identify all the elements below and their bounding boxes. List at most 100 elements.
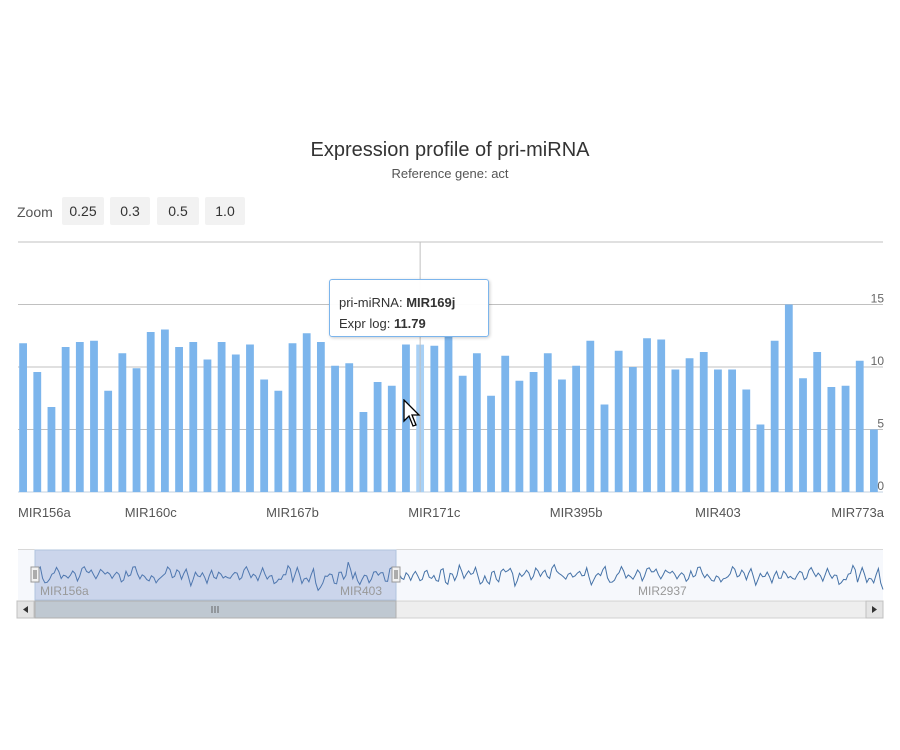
bar[interactable] (841, 385, 850, 492)
bar[interactable] (799, 378, 807, 492)
x-tick-label: MIR395b (550, 505, 603, 520)
bar[interactable] (75, 342, 84, 492)
bar[interactable] (260, 379, 269, 493)
chart-title: Expression profile of pri-miRNA (310, 139, 590, 161)
bar[interactable] (543, 353, 552, 492)
x-tick-label: MIR156a (18, 505, 72, 520)
bar[interactable] (19, 343, 27, 492)
navigator-label: MIR156a (40, 584, 89, 598)
bar[interactable] (359, 412, 368, 492)
zoom-button-1.0[interactable]: 1.0 (205, 197, 245, 225)
bar[interactable] (714, 369, 722, 493)
bar[interactable] (586, 340, 595, 492)
tooltip-value-value: 11.79 (393, 316, 426, 331)
x-tick-label: MIR160c (125, 505, 178, 520)
bar[interactable] (742, 389, 751, 493)
bar[interactable] (387, 385, 396, 492)
x-tick-label: MIR403 (695, 505, 741, 520)
bar[interactable] (756, 424, 765, 493)
bar[interactable] (699, 352, 708, 492)
x-axis: MIR156a MIR160c MIR167b MIR171c MIR395b MIR40… (18, 505, 885, 520)
zoom-label: Zoom (17, 204, 53, 220)
bar[interactable] (274, 390, 283, 492)
bar[interactable] (515, 380, 524, 492)
bar[interactable] (288, 343, 297, 492)
bar[interactable] (614, 350, 623, 492)
x-tick-label: MIR167b (266, 505, 319, 520)
y-tick-label: 10 (871, 354, 885, 368)
y-tick-label: 15 (871, 292, 885, 306)
bar[interactable] (628, 367, 637, 492)
bar[interactable] (572, 365, 581, 492)
bar[interactable] (104, 390, 113, 492)
bar[interactable] (175, 347, 183, 492)
zoom-button-0.5[interactable]: 0.5 (157, 197, 199, 225)
tooltip-name-label: pri-miRNA: (339, 295, 403, 310)
bar[interactable] (345, 363, 354, 492)
bar[interactable] (331, 365, 339, 492)
bar[interactable] (770, 340, 779, 492)
bar[interactable] (813, 352, 822, 492)
bar[interactable] (302, 333, 311, 492)
bar[interactable] (458, 375, 467, 492)
bar[interactable] (870, 429, 878, 493)
bar[interactable] (246, 344, 254, 493)
chart-subtitle: Reference gene: act (391, 166, 509, 181)
bar[interactable] (47, 407, 56, 492)
bar[interactable] (685, 358, 694, 492)
handle-body[interactable] (391, 566, 401, 583)
bar[interactable] (373, 382, 382, 492)
y-axis: 0 5 10 15 (871, 292, 885, 494)
bar[interactable] (728, 369, 737, 493)
bar[interactable] (160, 329, 169, 493)
arrow-right-icon (872, 606, 877, 613)
bar[interactable] (529, 372, 538, 492)
navigator-label: MIR2937 (638, 584, 687, 598)
bar[interactable] (600, 404, 609, 493)
bar[interactable] (643, 338, 651, 492)
scrollbar[interactable] (16, 600, 884, 619)
navigator-right-handle[interactable] (391, 566, 401, 583)
bar[interactable] (784, 304, 793, 493)
bar[interactable] (132, 368, 141, 492)
navigator-label: MIR403 (340, 584, 382, 598)
bar[interactable] (472, 353, 481, 492)
bar[interactable] (231, 354, 240, 493)
bar[interactable] (146, 332, 155, 492)
bar[interactable] (501, 355, 510, 492)
bar[interactable] (61, 347, 70, 492)
bar[interactable] (90, 340, 98, 492)
tooltip: pri-miRNA: MIR169j Expr log: 11.79 (329, 279, 489, 337)
bar[interactable] (657, 339, 666, 493)
bar[interactable] (118, 353, 127, 492)
navigator[interactable]: MIR156a MIR403 MIR2937 (18, 549, 884, 601)
navigator-selection[interactable] (34, 549, 397, 601)
bar[interactable] (430, 345, 439, 492)
x-tick-label: MIR773a (831, 505, 885, 520)
zoom-button-0.3[interactable]: 0.3 (110, 197, 150, 225)
bar[interactable] (558, 379, 566, 493)
mouse-pointer-icon (403, 399, 421, 427)
bar[interactable] (855, 360, 864, 492)
bar[interactable] (203, 359, 212, 493)
bar[interactable] (217, 342, 226, 492)
y-tick-label: 5 (877, 417, 884, 431)
navigator-series-line (37, 561, 884, 592)
navigator-left-handle[interactable] (30, 566, 40, 583)
zoom-button-0.25[interactable]: 0.25 (62, 197, 104, 225)
handle-body[interactable] (30, 566, 40, 583)
bar[interactable] (827, 387, 836, 492)
bar[interactable] (487, 395, 495, 492)
bar[interactable] (444, 335, 453, 492)
y-tick-label: 0 (877, 479, 884, 493)
tooltip-value-label: Expr log: (339, 316, 391, 331)
tooltip-name-value: MIR169j (406, 295, 456, 310)
bar[interactable] (316, 342, 325, 492)
x-tick-label: MIR171c (408, 505, 461, 520)
bar[interactable] (189, 342, 198, 492)
bar[interactable] (33, 372, 42, 492)
arrow-left-icon (23, 606, 28, 613)
navigator-background (18, 550, 883, 600)
bar[interactable] (671, 369, 680, 493)
